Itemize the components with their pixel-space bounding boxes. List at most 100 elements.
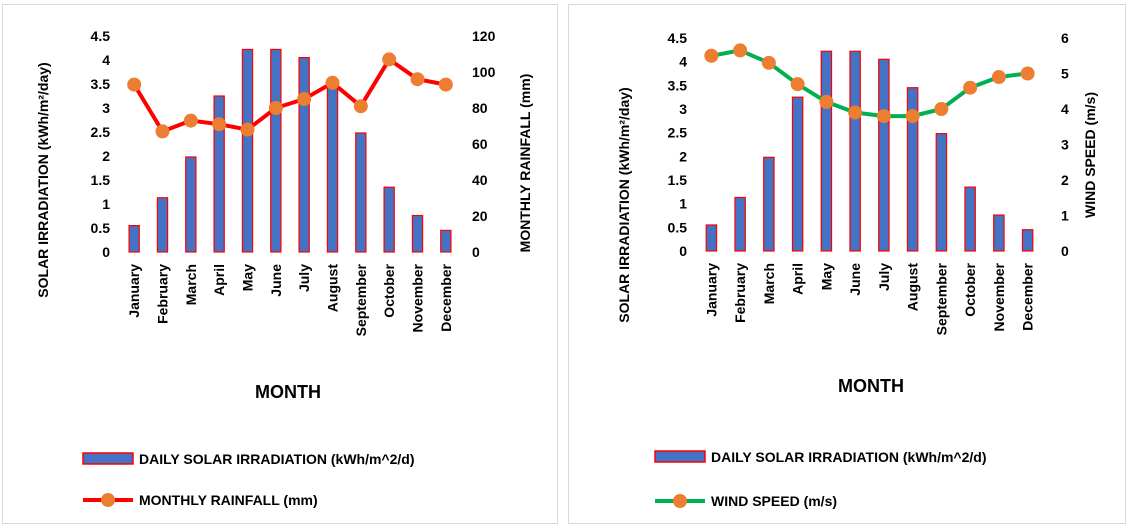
y-tick-label: 2.5 bbox=[668, 125, 688, 141]
chart-rainfall-svg: 0 0.5 1 1.5 2 2.5 3 3.5 4 4.5 0 20 40 60 80 100 120 Janua… bbox=[35, 28, 533, 508]
y-tick-label: 0 bbox=[102, 244, 110, 260]
line-point-march bbox=[761, 55, 776, 70]
y-tick-label: 4.5 bbox=[668, 30, 688, 46]
y-tick-label: 4.5 bbox=[91, 28, 111, 44]
x-tick-label: June bbox=[847, 263, 863, 296]
legend-line-marker bbox=[673, 494, 687, 508]
bar-july bbox=[878, 58, 890, 252]
x-tick-label: April bbox=[790, 263, 806, 295]
bar-august bbox=[326, 85, 339, 253]
x-axis-title: MONTH bbox=[255, 382, 321, 402]
bar-june bbox=[849, 50, 861, 252]
y-tick-label: 1.5 bbox=[91, 172, 111, 188]
bar-december bbox=[1021, 229, 1034, 252]
bar-november bbox=[411, 214, 424, 253]
y2-tick-label: 20 bbox=[472, 208, 488, 224]
bar-december bbox=[440, 229, 452, 253]
y-tick-label: 3.5 bbox=[91, 76, 111, 92]
bar-october bbox=[964, 186, 976, 252]
bar-february bbox=[156, 197, 169, 253]
line-point-may bbox=[819, 94, 834, 109]
x-tick-label: August bbox=[325, 264, 341, 313]
bar-august bbox=[906, 87, 919, 252]
bar-march bbox=[185, 156, 197, 253]
y-tick-label: 1.5 bbox=[668, 172, 688, 188]
line-point-april bbox=[212, 117, 227, 132]
x-tick-label: October bbox=[381, 263, 397, 317]
x-tick-label: May bbox=[818, 263, 834, 290]
line-point-june bbox=[848, 105, 863, 120]
line-point-october bbox=[963, 80, 978, 95]
legend-bar-swatch bbox=[654, 450, 706, 463]
x-tick-label: December bbox=[1020, 262, 1036, 330]
y2-axis-title: WIND SPEED (m/s) bbox=[1082, 92, 1098, 218]
y-tick-label: 4 bbox=[679, 54, 687, 70]
x-tick-label: March bbox=[761, 263, 777, 304]
line-point-july bbox=[876, 109, 891, 124]
bar-february bbox=[734, 196, 746, 252]
legend-bar-swatch bbox=[82, 452, 134, 465]
legend-bar-label: DAILY SOLAR IRRADIATION (kWh/m^2/d) bbox=[711, 449, 986, 465]
y2-tick-label: 5 bbox=[1061, 66, 1069, 82]
line-point-november bbox=[410, 72, 425, 87]
line-point-july bbox=[297, 92, 312, 106]
bar-june bbox=[270, 48, 282, 253]
x-tick-label: May bbox=[240, 264, 256, 291]
chart-wind-svg: 0 0.5 1 1.5 2 2.5 3 3.5 4 4.5 0 1 2 3 4 5 6 January Februa… bbox=[616, 30, 1098, 509]
x-tick-label: April bbox=[211, 264, 227, 296]
legend-line-marker bbox=[101, 493, 115, 507]
y-tick-label: 3 bbox=[102, 100, 110, 116]
y-tick-label: 2 bbox=[102, 148, 110, 164]
y-axis-title: SOLAR IRRADIATION (kWh/m²/day) bbox=[35, 62, 51, 297]
y2-tick-label: 3 bbox=[1061, 137, 1069, 153]
y2-tick-label: 40 bbox=[472, 172, 488, 188]
bar-january bbox=[128, 225, 140, 253]
line-point-february bbox=[155, 124, 170, 139]
bar-march bbox=[763, 156, 775, 252]
line-point-june bbox=[268, 101, 283, 115]
line-point-april bbox=[790, 77, 805, 92]
legend-line-label: WIND SPEED (m/s) bbox=[711, 493, 837, 509]
y2-tick-label: 4 bbox=[1061, 101, 1069, 117]
x-tick-label: December bbox=[438, 263, 454, 331]
chart-panel-wind: 0 0.5 1 1.5 2 2.5 3 3.5 4 4.5 0 1 2 3 4 5 6 January Februa… bbox=[568, 4, 1126, 524]
chart-panel-rainfall: 0 0.5 1 1.5 2 2.5 3 3.5 4 4.5 0 20 40 60 80 100 120 Janua… bbox=[2, 4, 558, 524]
y-tick-label: 3.5 bbox=[668, 77, 688, 93]
x-tick-label: January bbox=[703, 263, 719, 317]
y2-tick-label: 2 bbox=[1061, 172, 1069, 188]
bar-september bbox=[355, 132, 367, 253]
x-tick-label: June bbox=[268, 264, 284, 297]
line-series bbox=[711, 48, 1028, 119]
x-tick-label: August bbox=[905, 263, 921, 312]
x-tick-label: September bbox=[933, 262, 949, 335]
bar-april bbox=[213, 95, 225, 253]
line-point-august bbox=[905, 109, 920, 124]
bar-january bbox=[705, 224, 718, 252]
y-tick-label: 0 bbox=[679, 243, 687, 259]
x-axis-title: MONTH bbox=[838, 376, 904, 396]
y2-axis-title: MONTHLY RAINFALL (mm) bbox=[517, 74, 533, 253]
y-tick-label: 4 bbox=[102, 52, 110, 68]
bar-november bbox=[993, 214, 1005, 252]
y2-tick-label: 0 bbox=[472, 244, 480, 260]
y2-tick-label: 120 bbox=[472, 28, 496, 44]
y-tick-label: 1 bbox=[102, 196, 110, 212]
x-tick-label: September bbox=[353, 263, 369, 336]
bar-may bbox=[241, 48, 254, 253]
line-point-december bbox=[438, 77, 453, 92]
x-tick-label: July bbox=[876, 263, 892, 291]
line-point-august bbox=[325, 75, 340, 90]
y2-tick-label: 80 bbox=[472, 100, 488, 116]
legend-bar-label: DAILY SOLAR IRRADIATION (kWh/m^2/d) bbox=[139, 451, 414, 467]
line-point-september bbox=[353, 99, 368, 114]
x-tick-label: October bbox=[962, 262, 978, 316]
line-point-january bbox=[127, 77, 142, 92]
line-point-december bbox=[1020, 66, 1035, 81]
y-tick-label: 2 bbox=[679, 148, 687, 164]
x-tick-label: July bbox=[296, 264, 312, 292]
y2-tick-label: 0 bbox=[1061, 243, 1069, 259]
x-tick-label: February bbox=[155, 264, 171, 324]
x-tick-label: January bbox=[126, 264, 142, 318]
y2-tick-label: 1 bbox=[1061, 208, 1069, 224]
x-tick-label: November bbox=[991, 262, 1007, 331]
